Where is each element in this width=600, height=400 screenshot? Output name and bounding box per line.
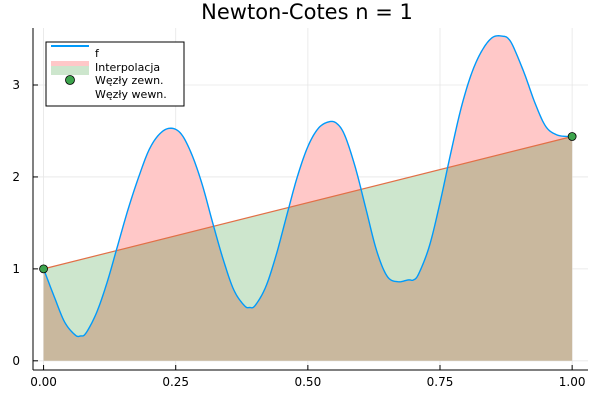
external-node-point-1 xyxy=(567,132,577,141)
area-below-3 xyxy=(213,203,290,308)
area-above-2 xyxy=(116,128,214,251)
y-tick-label-3: 3 xyxy=(12,78,20,92)
series-line-interpolation xyxy=(43,135,573,270)
legend-marker-external-nodes xyxy=(65,75,75,85)
legend-label-internal-nodes: Węzły wewn. xyxy=(95,88,167,101)
x-tick-label-2: 0.50 xyxy=(294,375,321,389)
chart-title: Newton-Cotes n = 1 xyxy=(201,0,413,24)
area-below-1 xyxy=(44,249,117,337)
y-tick-label-1: 1 xyxy=(12,262,20,276)
axes: 0.00 0.25 0.50 0.75 1.00 0 1 2 3 xyxy=(12,28,588,389)
legend-label-f: f xyxy=(95,47,100,60)
y-tick-label-2: 2 xyxy=(12,170,20,184)
series-line-f xyxy=(42,35,573,338)
fill-areas xyxy=(43,35,573,361)
x-tick-label-0: 0.00 xyxy=(30,375,57,389)
legend-swatch-interpolation xyxy=(51,61,89,70)
legend-label-interpolation: Interpolacja xyxy=(95,61,160,74)
series-lines xyxy=(42,35,573,338)
external-node-point-0 xyxy=(39,264,48,274)
legend-swatch-f xyxy=(51,46,89,55)
legend: f Interpolacja Węzły zewn. Węzły wewn. xyxy=(45,41,185,107)
legend-swatch-interpolation-lower xyxy=(51,66,89,75)
y-tick-label-0: 0 xyxy=(12,354,20,368)
interpolation-nodes xyxy=(39,132,577,274)
area-above-4 xyxy=(289,121,362,208)
x-tick-label-3: 0.75 xyxy=(427,375,454,389)
legend-label-external-nodes: Węzły zewn. xyxy=(95,74,164,87)
area-above-6 xyxy=(448,35,573,168)
x-tick-label-1: 0.25 xyxy=(162,375,189,389)
x-tick-label-4: 1.00 xyxy=(559,375,586,389)
